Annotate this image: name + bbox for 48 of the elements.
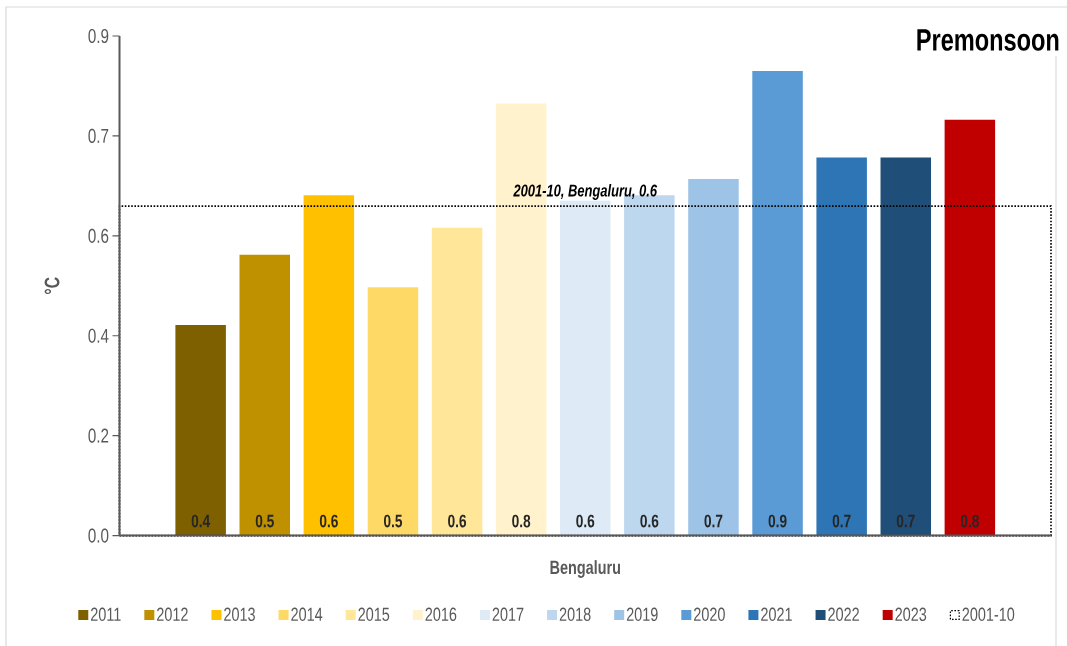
x-tick-label: Bengaluru bbox=[550, 560, 621, 578]
bar bbox=[560, 200, 611, 536]
legend-label: 2017 bbox=[492, 607, 524, 622]
y-tick-label: 0.2 bbox=[88, 428, 109, 443]
bar bbox=[303, 195, 355, 536]
data-label: 0.5 bbox=[383, 514, 403, 528]
legend-label: 2012 bbox=[157, 607, 188, 622]
legend-label: 2020 bbox=[694, 607, 725, 622]
y-tick-label: 0.6 bbox=[88, 228, 109, 243]
legend-label: 2011 bbox=[90, 607, 121, 622]
data-label: 0.6 bbox=[576, 514, 595, 528]
y-tick-label: 0.9 bbox=[88, 28, 109, 44]
legend-label: 2013 bbox=[224, 607, 255, 622]
legend-label: 2014 bbox=[291, 607, 323, 622]
data-label: 0.9 bbox=[768, 514, 787, 528]
y-tick-label: 0.4 bbox=[88, 328, 109, 343]
bar bbox=[239, 254, 290, 536]
data-label: 0.5 bbox=[255, 514, 274, 528]
data-label: 0.6 bbox=[640, 514, 659, 528]
chart-title: Premonsoon bbox=[917, 29, 1059, 51]
bar bbox=[816, 157, 867, 536]
y-tick-label: 0.7 bbox=[88, 128, 109, 143]
legend-label: 2019 bbox=[626, 607, 658, 622]
data-label: 0.6 bbox=[319, 514, 338, 528]
legend-label: 2021 bbox=[761, 607, 792, 622]
bar bbox=[880, 157, 932, 536]
data-label: 0.7 bbox=[704, 514, 723, 528]
data-label: 0.4 bbox=[191, 514, 211, 528]
bar bbox=[175, 324, 226, 536]
data-label: 0.7 bbox=[832, 514, 851, 528]
y-axis-title: °C bbox=[44, 277, 60, 295]
legend-label: 2001-10 bbox=[962, 607, 1015, 622]
data-label: 0.8 bbox=[960, 514, 979, 528]
bar bbox=[688, 179, 739, 536]
legend-label: 2023 bbox=[895, 607, 927, 622]
bar bbox=[431, 227, 483, 536]
bar bbox=[367, 287, 419, 536]
bar bbox=[752, 71, 803, 536]
data-label: 0.7 bbox=[896, 514, 915, 528]
legend-label: 2018 bbox=[559, 607, 591, 622]
legend-label: 2016 bbox=[425, 607, 457, 622]
data-label: 0.8 bbox=[512, 514, 531, 528]
y-tick-label: 0.0 bbox=[88, 528, 109, 543]
legend-label: 2022 bbox=[828, 607, 859, 622]
legend-label: 2015 bbox=[358, 607, 390, 622]
data-label: 2001-10, Bengaluru, 0.6 bbox=[513, 184, 658, 200]
data-label: 0.6 bbox=[448, 514, 467, 528]
bar bbox=[944, 119, 996, 536]
